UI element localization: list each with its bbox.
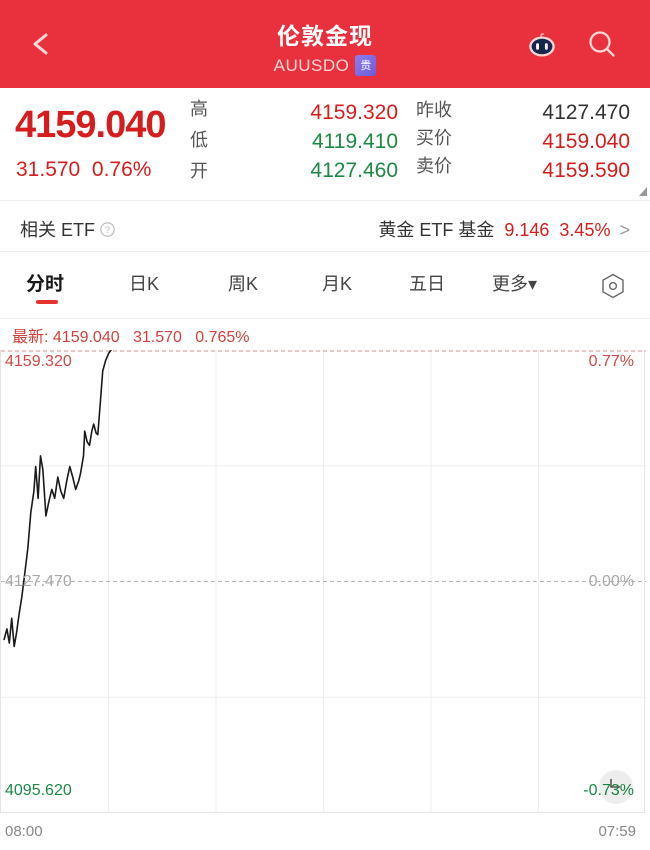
svg-text:?: ? xyxy=(105,225,110,235)
